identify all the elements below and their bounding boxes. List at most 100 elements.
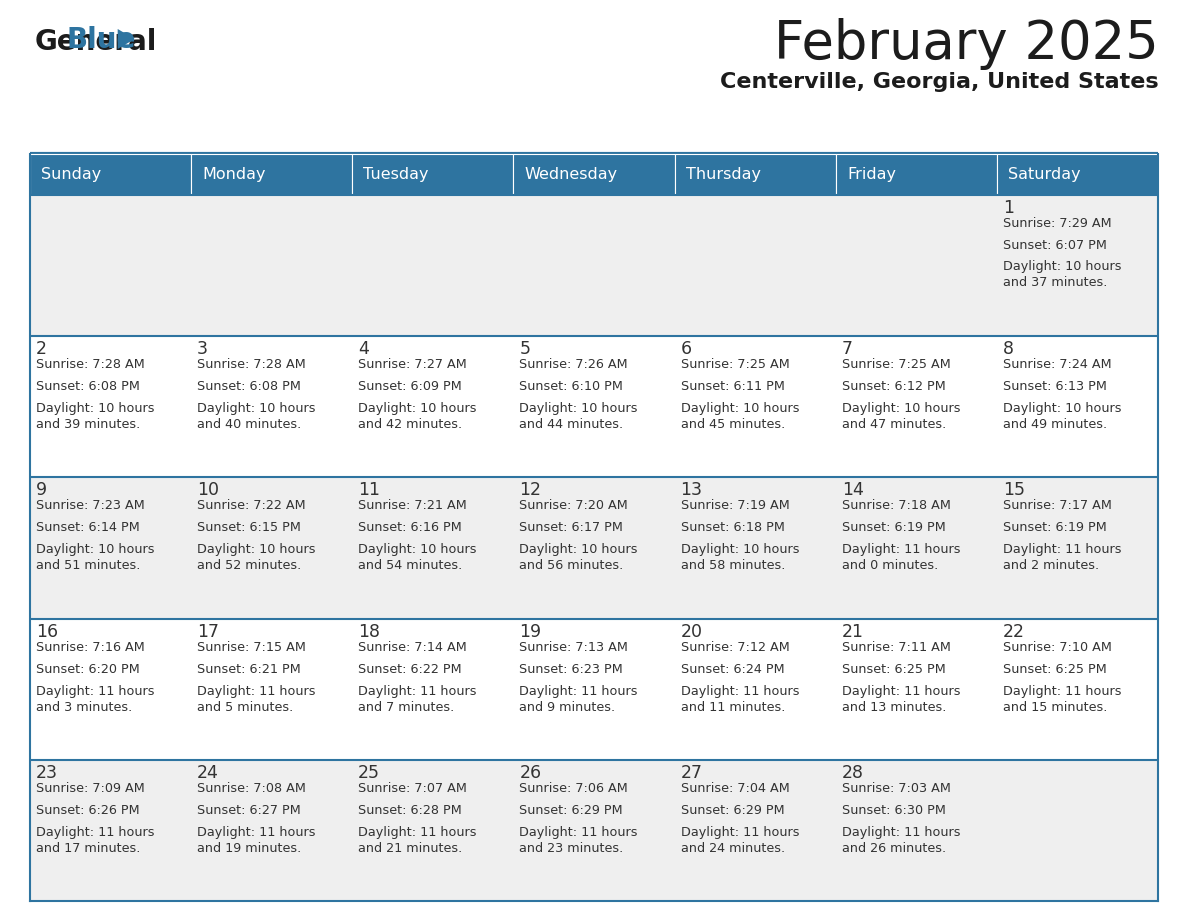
Text: Sunset: 6:29 PM: Sunset: 6:29 PM (681, 804, 784, 817)
Polygon shape (118, 29, 134, 49)
Text: Sunrise: 7:10 AM: Sunrise: 7:10 AM (1003, 641, 1112, 654)
Text: Daylight: 10 hours
and 49 minutes.: Daylight: 10 hours and 49 minutes. (1003, 402, 1121, 431)
Text: Daylight: 10 hours
and 40 minutes.: Daylight: 10 hours and 40 minutes. (197, 402, 316, 431)
Text: Friday: Friday (847, 167, 896, 182)
Text: 11: 11 (358, 481, 380, 499)
Text: Sunrise: 7:28 AM: Sunrise: 7:28 AM (197, 358, 305, 371)
Text: Sunset: 6:10 PM: Sunset: 6:10 PM (519, 380, 624, 393)
Text: Sunset: 6:15 PM: Sunset: 6:15 PM (197, 521, 301, 534)
Text: Daylight: 10 hours
and 37 minutes.: Daylight: 10 hours and 37 minutes. (1003, 261, 1121, 289)
Text: Daylight: 10 hours
and 58 minutes.: Daylight: 10 hours and 58 minutes. (681, 543, 800, 572)
Text: Daylight: 11 hours
and 24 minutes.: Daylight: 11 hours and 24 minutes. (681, 826, 800, 855)
Text: Sunrise: 7:16 AM: Sunrise: 7:16 AM (36, 641, 145, 654)
Text: Daylight: 11 hours
and 5 minutes.: Daylight: 11 hours and 5 minutes. (197, 685, 316, 713)
Text: Sunrise: 7:09 AM: Sunrise: 7:09 AM (36, 782, 145, 795)
Text: Sunset: 6:21 PM: Sunset: 6:21 PM (197, 663, 301, 676)
Text: Daylight: 11 hours
and 15 minutes.: Daylight: 11 hours and 15 minutes. (1003, 685, 1121, 713)
Text: Sunrise: 7:06 AM: Sunrise: 7:06 AM (519, 782, 628, 795)
Text: Sunrise: 7:22 AM: Sunrise: 7:22 AM (197, 499, 305, 512)
Text: Sunset: 6:18 PM: Sunset: 6:18 PM (681, 521, 784, 534)
Text: 28: 28 (842, 764, 864, 782)
Text: Sunset: 6:25 PM: Sunset: 6:25 PM (1003, 663, 1107, 676)
Text: Sunset: 6:20 PM: Sunset: 6:20 PM (36, 663, 139, 676)
Text: Sunrise: 7:28 AM: Sunrise: 7:28 AM (36, 358, 145, 371)
Bar (675, 195, 836, 336)
Text: Sunset: 6:28 PM: Sunset: 6:28 PM (358, 804, 462, 817)
Bar (836, 336, 997, 477)
Text: Sunset: 6:24 PM: Sunset: 6:24 PM (681, 663, 784, 676)
Text: Daylight: 11 hours
and 9 minutes.: Daylight: 11 hours and 9 minutes. (519, 685, 638, 713)
Bar (836, 195, 997, 336)
Text: 17: 17 (197, 622, 219, 641)
Text: Sunrise: 7:17 AM: Sunrise: 7:17 AM (1003, 499, 1112, 512)
Text: 13: 13 (681, 481, 702, 499)
Bar (997, 760, 1158, 901)
Text: Sunday: Sunday (40, 167, 101, 182)
Text: Thursday: Thursday (685, 167, 760, 182)
Bar (836, 477, 997, 619)
Text: 3: 3 (197, 340, 208, 358)
Bar (836, 619, 997, 760)
Text: Sunrise: 7:25 AM: Sunrise: 7:25 AM (842, 358, 950, 371)
Text: Daylight: 11 hours
and 11 minutes.: Daylight: 11 hours and 11 minutes. (681, 685, 800, 713)
Bar (997, 195, 1158, 336)
Text: 26: 26 (519, 764, 542, 782)
Bar (191, 195, 352, 336)
Text: Daylight: 10 hours
and 47 minutes.: Daylight: 10 hours and 47 minutes. (842, 402, 960, 431)
Bar (30, 760, 191, 901)
Text: Daylight: 10 hours
and 52 minutes.: Daylight: 10 hours and 52 minutes. (197, 543, 316, 572)
Text: Sunset: 6:29 PM: Sunset: 6:29 PM (519, 804, 623, 817)
Text: Sunrise: 7:12 AM: Sunrise: 7:12 AM (681, 641, 789, 654)
Bar (352, 760, 513, 901)
Bar (836, 760, 997, 901)
Bar (513, 760, 675, 901)
Text: Sunrise: 7:21 AM: Sunrise: 7:21 AM (358, 499, 467, 512)
Bar (513, 336, 675, 477)
Bar (675, 336, 836, 477)
Text: Monday: Monday (202, 167, 266, 182)
Text: Daylight: 11 hours
and 13 minutes.: Daylight: 11 hours and 13 minutes. (842, 685, 960, 713)
Bar (30, 336, 191, 477)
Bar (30, 195, 191, 336)
Bar (675, 154, 836, 195)
Text: Centerville, Georgia, United States: Centerville, Georgia, United States (720, 72, 1158, 92)
Text: Daylight: 11 hours
and 23 minutes.: Daylight: 11 hours and 23 minutes. (519, 826, 638, 855)
Text: 19: 19 (519, 622, 542, 641)
Text: Sunset: 6:25 PM: Sunset: 6:25 PM (842, 663, 946, 676)
Text: Sunrise: 7:14 AM: Sunrise: 7:14 AM (358, 641, 467, 654)
Bar (352, 336, 513, 477)
Text: Sunrise: 7:29 AM: Sunrise: 7:29 AM (1003, 217, 1112, 230)
Text: Sunrise: 7:03 AM: Sunrise: 7:03 AM (842, 782, 950, 795)
Bar (191, 336, 352, 477)
Text: 15: 15 (1003, 481, 1025, 499)
Bar (675, 477, 836, 619)
Text: Sunset: 6:08 PM: Sunset: 6:08 PM (36, 380, 139, 393)
Bar (675, 760, 836, 901)
Text: Daylight: 10 hours
and 56 minutes.: Daylight: 10 hours and 56 minutes. (519, 543, 638, 572)
Text: 12: 12 (519, 481, 542, 499)
Text: 18: 18 (358, 622, 380, 641)
Text: Sunset: 6:16 PM: Sunset: 6:16 PM (358, 521, 462, 534)
Text: Daylight: 10 hours
and 44 minutes.: Daylight: 10 hours and 44 minutes. (519, 402, 638, 431)
Text: 16: 16 (36, 622, 58, 641)
Bar (513, 154, 675, 195)
Text: 2: 2 (36, 340, 46, 358)
Text: 10: 10 (197, 481, 219, 499)
Text: Sunset: 6:12 PM: Sunset: 6:12 PM (842, 380, 946, 393)
Text: 24: 24 (197, 764, 219, 782)
Bar (191, 154, 352, 195)
Text: Sunrise: 7:11 AM: Sunrise: 7:11 AM (842, 641, 950, 654)
Text: Sunset: 6:13 PM: Sunset: 6:13 PM (1003, 380, 1107, 393)
Text: Saturday: Saturday (1009, 167, 1081, 182)
Bar (997, 477, 1158, 619)
Text: 9: 9 (36, 481, 46, 499)
Bar (352, 477, 513, 619)
Bar (513, 477, 675, 619)
Text: Sunrise: 7:27 AM: Sunrise: 7:27 AM (358, 358, 467, 371)
Text: Sunset: 6:17 PM: Sunset: 6:17 PM (519, 521, 624, 534)
Bar (30, 477, 191, 619)
Text: 20: 20 (681, 622, 702, 641)
Text: 1: 1 (1003, 198, 1015, 217)
Bar (675, 619, 836, 760)
Text: Daylight: 11 hours
and 2 minutes.: Daylight: 11 hours and 2 minutes. (1003, 543, 1121, 572)
